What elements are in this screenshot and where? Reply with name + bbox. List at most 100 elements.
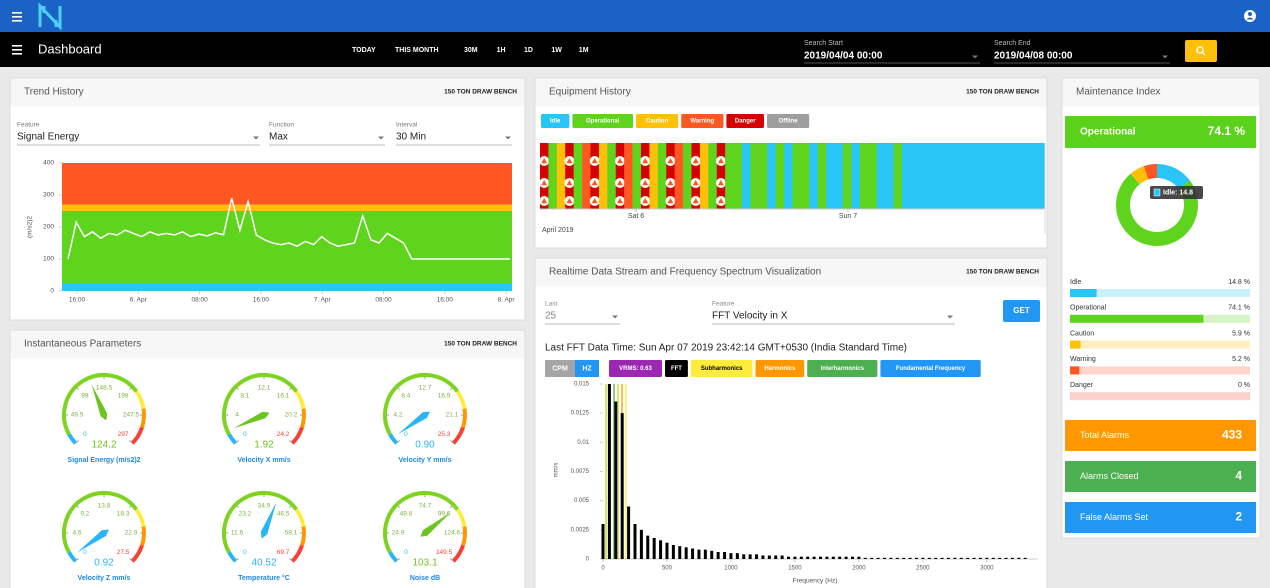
alarm-icon-triangle <box>566 180 573 186</box>
gauge-tick-label: 247.5 <box>123 412 140 419</box>
get-button-label: GET <box>1013 306 1030 315</box>
timeline-segment <box>792 143 802 209</box>
timeline-segment <box>556 143 566 209</box>
search-button[interactable] <box>1185 40 1217 62</box>
timeline-segment <box>1028 143 1037 209</box>
dropdown-caret[interactable] <box>378 136 384 140</box>
alarm-icon-triangle <box>566 198 573 204</box>
gauge-tick <box>289 558 292 561</box>
gauge-arc <box>222 491 298 554</box>
search-value[interactable]: 2019/04/04 00:00 <box>804 51 883 62</box>
state-bar <box>1070 314 1204 323</box>
filter-value[interactable]: 30 Min <box>396 132 426 143</box>
menu-button[interactable] <box>12 12 22 22</box>
time-range-button[interactable]: 1H <box>497 47 506 54</box>
gauge-arc <box>227 551 238 563</box>
alarm-icon-triangle <box>541 158 548 164</box>
timeline-segment <box>868 143 877 209</box>
x-tick-label: Sun 7 <box>839 213 857 220</box>
spectrum-chip[interactable] <box>690 360 753 377</box>
alarm-icon-triangle <box>717 198 724 204</box>
gauge-value: 40.52 <box>251 558 276 569</box>
legend-chip[interactable] <box>541 114 570 128</box>
x-tick-label: 16:00 <box>437 297 454 304</box>
alarm-icon-triangle <box>692 158 699 164</box>
filter-value[interactable]: Max <box>269 132 288 143</box>
x-tick-label: 1000 <box>724 566 738 572</box>
gauge-tick <box>76 558 79 561</box>
state-value: 74.1 % <box>1228 305 1250 312</box>
dropdown-caret[interactable] <box>947 315 953 319</box>
gauge-tick <box>129 558 132 561</box>
spectrum-chip[interactable] <box>807 360 878 377</box>
dropdown-caret[interactable] <box>972 55 978 59</box>
legend-chip[interactable] <box>726 114 764 128</box>
field-value[interactable]: 25 <box>545 311 557 322</box>
card-header <box>10 330 525 359</box>
legend-chip[interactable] <box>636 114 679 128</box>
gauge-tick-label: 0 <box>83 431 87 438</box>
gauge-arc <box>134 390 146 410</box>
y-tick-label: 0.01 <box>577 440 589 446</box>
spectrum-chip[interactable] <box>880 360 981 377</box>
alarm-card-label: False Alarms Set <box>1080 512 1149 522</box>
x-tick-label: 0 <box>601 566 605 572</box>
donut-tooltip-label: Idle: 14.8 <box>1163 189 1193 196</box>
dropdown-caret[interactable] <box>253 136 259 140</box>
time-range-button[interactable]: 30M <box>464 47 478 54</box>
gauge-tick-label: 58.1 <box>285 530 298 537</box>
alarm-icon-triangle <box>566 158 573 164</box>
gauge-name: Velocity Y mm/s <box>398 457 451 464</box>
timeline-segment <box>590 143 600 209</box>
device-name: 150 TON DRAW BENCH <box>444 89 517 96</box>
dropdown-caret[interactable] <box>1162 55 1168 59</box>
legend-chip[interactable] <box>681 114 724 128</box>
unit-toggle[interactable] <box>545 360 575 377</box>
legend-label: Operational <box>586 119 620 125</box>
card <box>9 329 526 588</box>
gauge-tick-label: 9.2 <box>80 511 89 518</box>
spectrum-chip-label: Fundamental Frequency <box>896 366 966 372</box>
filter-value[interactable]: Signal Energy <box>17 132 79 143</box>
gauge-needle <box>91 384 108 421</box>
gauge-tick-label: 22.9 <box>125 530 138 537</box>
gauge-tick-label: 99.6 <box>438 511 451 518</box>
spectrum-chip[interactable] <box>665 360 688 377</box>
time-range-button[interactable]: 1D <box>524 47 533 54</box>
time-range-button[interactable]: THIS MONTH <box>395 47 439 54</box>
menu-button[interactable] <box>12 45 22 55</box>
legend-chip[interactable] <box>572 114 633 128</box>
time-range-button[interactable]: 1M <box>579 47 589 54</box>
state-label: Idle <box>1070 279 1081 286</box>
gauge-arc <box>383 373 459 436</box>
timeline-segment <box>826 143 835 209</box>
dropdown-caret[interactable] <box>505 136 511 140</box>
gauge-tick-label: 23.2 <box>239 511 252 518</box>
gauge-needle <box>233 411 270 429</box>
get-button[interactable] <box>1003 300 1040 322</box>
legend-chip[interactable] <box>767 114 810 128</box>
gauge-arc <box>290 544 304 563</box>
gauge-name: Noise dB <box>410 575 440 582</box>
search-label: Search Start <box>804 40 843 47</box>
unit-toggle[interactable] <box>575 360 599 377</box>
gauge-value: 103.1 <box>412 558 437 569</box>
gauge-tick-label: 69.7 <box>277 549 290 556</box>
search-value[interactable]: 2019/04/08 00:00 <box>994 51 1073 62</box>
gauge-needle <box>420 512 451 537</box>
timeline-segment <box>944 143 953 209</box>
spectrum-chip[interactable] <box>755 360 805 377</box>
time-range-button[interactable]: 1W <box>551 47 562 54</box>
gauge-tick-label: 20.2 <box>285 412 298 419</box>
gauge-tick-label: 74.7 <box>419 503 432 510</box>
gauge-arc <box>130 544 144 563</box>
gauge-tick-label: 46.5 <box>277 511 290 518</box>
field-value[interactable]: FFT Velocity in X <box>712 311 788 322</box>
gauge-name: Temperature °C <box>238 574 290 582</box>
donut-segment <box>1143 164 1158 180</box>
gauge-tick-label: 297 <box>118 431 129 438</box>
time-range-button[interactable]: TODAY <box>352 47 376 54</box>
dropdown-caret[interactable] <box>612 315 618 319</box>
spectrum-chip[interactable] <box>609 360 662 377</box>
alarm-card <box>1065 502 1256 533</box>
